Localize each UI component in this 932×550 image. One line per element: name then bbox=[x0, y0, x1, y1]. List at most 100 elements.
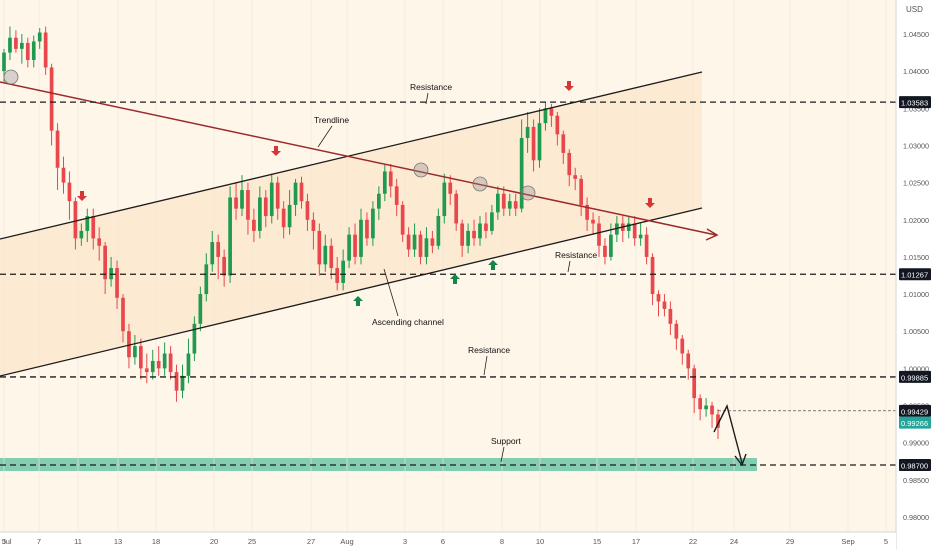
candle-body bbox=[561, 134, 566, 153]
price-tag-bg bbox=[899, 370, 931, 383]
candle bbox=[537, 108, 542, 168]
candle-body bbox=[2, 52, 6, 72]
candle-body bbox=[716, 414, 720, 428]
candle-body bbox=[555, 115, 560, 135]
price-tick-label: 0.98000 bbox=[903, 513, 929, 522]
annotation-pointer bbox=[483, 355, 488, 376]
candle bbox=[626, 216, 631, 239]
candle-body bbox=[222, 256, 226, 276]
candle-body bbox=[501, 193, 506, 209]
candle bbox=[329, 238, 334, 280]
candle bbox=[454, 190, 459, 231]
candles bbox=[2, 26, 720, 439]
candle-body bbox=[97, 238, 102, 246]
candle-body bbox=[85, 216, 90, 231]
candle bbox=[127, 323, 131, 369]
candle bbox=[567, 149, 572, 187]
candle bbox=[371, 201, 375, 246]
candle bbox=[8, 26, 12, 61]
candle-body bbox=[674, 323, 679, 339]
candle bbox=[97, 227, 102, 261]
candle bbox=[638, 223, 643, 246]
candle bbox=[519, 119, 524, 213]
candle bbox=[293, 178, 298, 217]
projection-path bbox=[713, 404, 743, 464]
time-tick-label: 20 bbox=[210, 537, 218, 546]
candle-body bbox=[14, 37, 18, 49]
candle bbox=[20, 34, 24, 64]
candle bbox=[543, 102, 548, 131]
candle-body bbox=[347, 234, 351, 261]
candle-body bbox=[198, 294, 203, 324]
price-tick-label: 1.01000 bbox=[903, 290, 929, 299]
candle-body bbox=[567, 152, 572, 176]
price-level-tag: 0.99429 bbox=[899, 404, 931, 417]
candle bbox=[168, 346, 173, 380]
touch-circle bbox=[520, 185, 536, 201]
candle bbox=[388, 164, 393, 198]
candle-body bbox=[234, 197, 238, 209]
candle-body bbox=[240, 190, 244, 209]
candle bbox=[555, 112, 560, 146]
annotation-label: Support bbox=[491, 436, 521, 446]
candle bbox=[460, 219, 464, 257]
candle-body bbox=[710, 405, 714, 415]
candle bbox=[234, 182, 238, 220]
candle bbox=[394, 178, 399, 217]
candle bbox=[210, 230, 215, 272]
candle-body bbox=[323, 245, 328, 265]
price-tag-text: 0.99429 bbox=[901, 407, 928, 416]
candle bbox=[448, 175, 453, 205]
candle-body bbox=[626, 223, 631, 231]
candle-body bbox=[67, 182, 72, 202]
candle-body bbox=[133, 346, 137, 358]
price-tick-label: 0.99000 bbox=[903, 439, 929, 448]
candle bbox=[323, 234, 328, 272]
candle bbox=[121, 294, 125, 343]
candle bbox=[305, 193, 310, 231]
down-arrow-icon bbox=[271, 146, 281, 156]
candle-body bbox=[305, 201, 310, 220]
candle bbox=[365, 212, 369, 246]
candle-body bbox=[668, 308, 673, 324]
candle-body bbox=[263, 197, 268, 217]
candle bbox=[430, 230, 435, 254]
candle-body bbox=[573, 175, 578, 179]
price-level-tag: 1.01267 bbox=[899, 268, 931, 281]
candle-body bbox=[37, 32, 42, 42]
annotation-pointer bbox=[500, 446, 505, 463]
candle-body bbox=[418, 234, 423, 257]
candle bbox=[680, 334, 685, 365]
candle-body bbox=[579, 178, 583, 205]
candle-body bbox=[335, 268, 340, 283]
annotation-label: Resistance bbox=[468, 345, 510, 355]
price-tag-text: 1.03583 bbox=[901, 99, 928, 108]
annotation-label: Resistance bbox=[555, 250, 597, 260]
candle-body bbox=[543, 108, 548, 124]
candle-body bbox=[412, 234, 417, 250]
candle-body bbox=[156, 360, 161, 369]
candle bbox=[162, 342, 167, 376]
candle bbox=[382, 164, 387, 202]
candle-body bbox=[585, 204, 589, 220]
time-tick-label: 3 bbox=[403, 537, 407, 546]
candle bbox=[335, 256, 340, 291]
candle-body bbox=[591, 219, 595, 224]
price-level-tag: 0.98700 bbox=[899, 458, 931, 471]
price-tick-label: 1.04000 bbox=[903, 67, 929, 76]
candle-body bbox=[25, 42, 30, 61]
candle bbox=[43, 26, 48, 75]
candle bbox=[258, 186, 262, 239]
candle-body bbox=[216, 242, 221, 257]
candle-body bbox=[406, 234, 411, 250]
candle-body bbox=[609, 234, 613, 257]
price-tick-label: 1.04500 bbox=[903, 30, 929, 39]
candle bbox=[704, 398, 708, 417]
candle bbox=[139, 338, 143, 380]
candle bbox=[424, 227, 429, 265]
time-tick-label: 17 bbox=[632, 537, 640, 546]
candle bbox=[359, 208, 363, 265]
price-tag-text: 0.98700 bbox=[901, 461, 928, 470]
price-tick-label: 0.98500 bbox=[903, 476, 929, 485]
